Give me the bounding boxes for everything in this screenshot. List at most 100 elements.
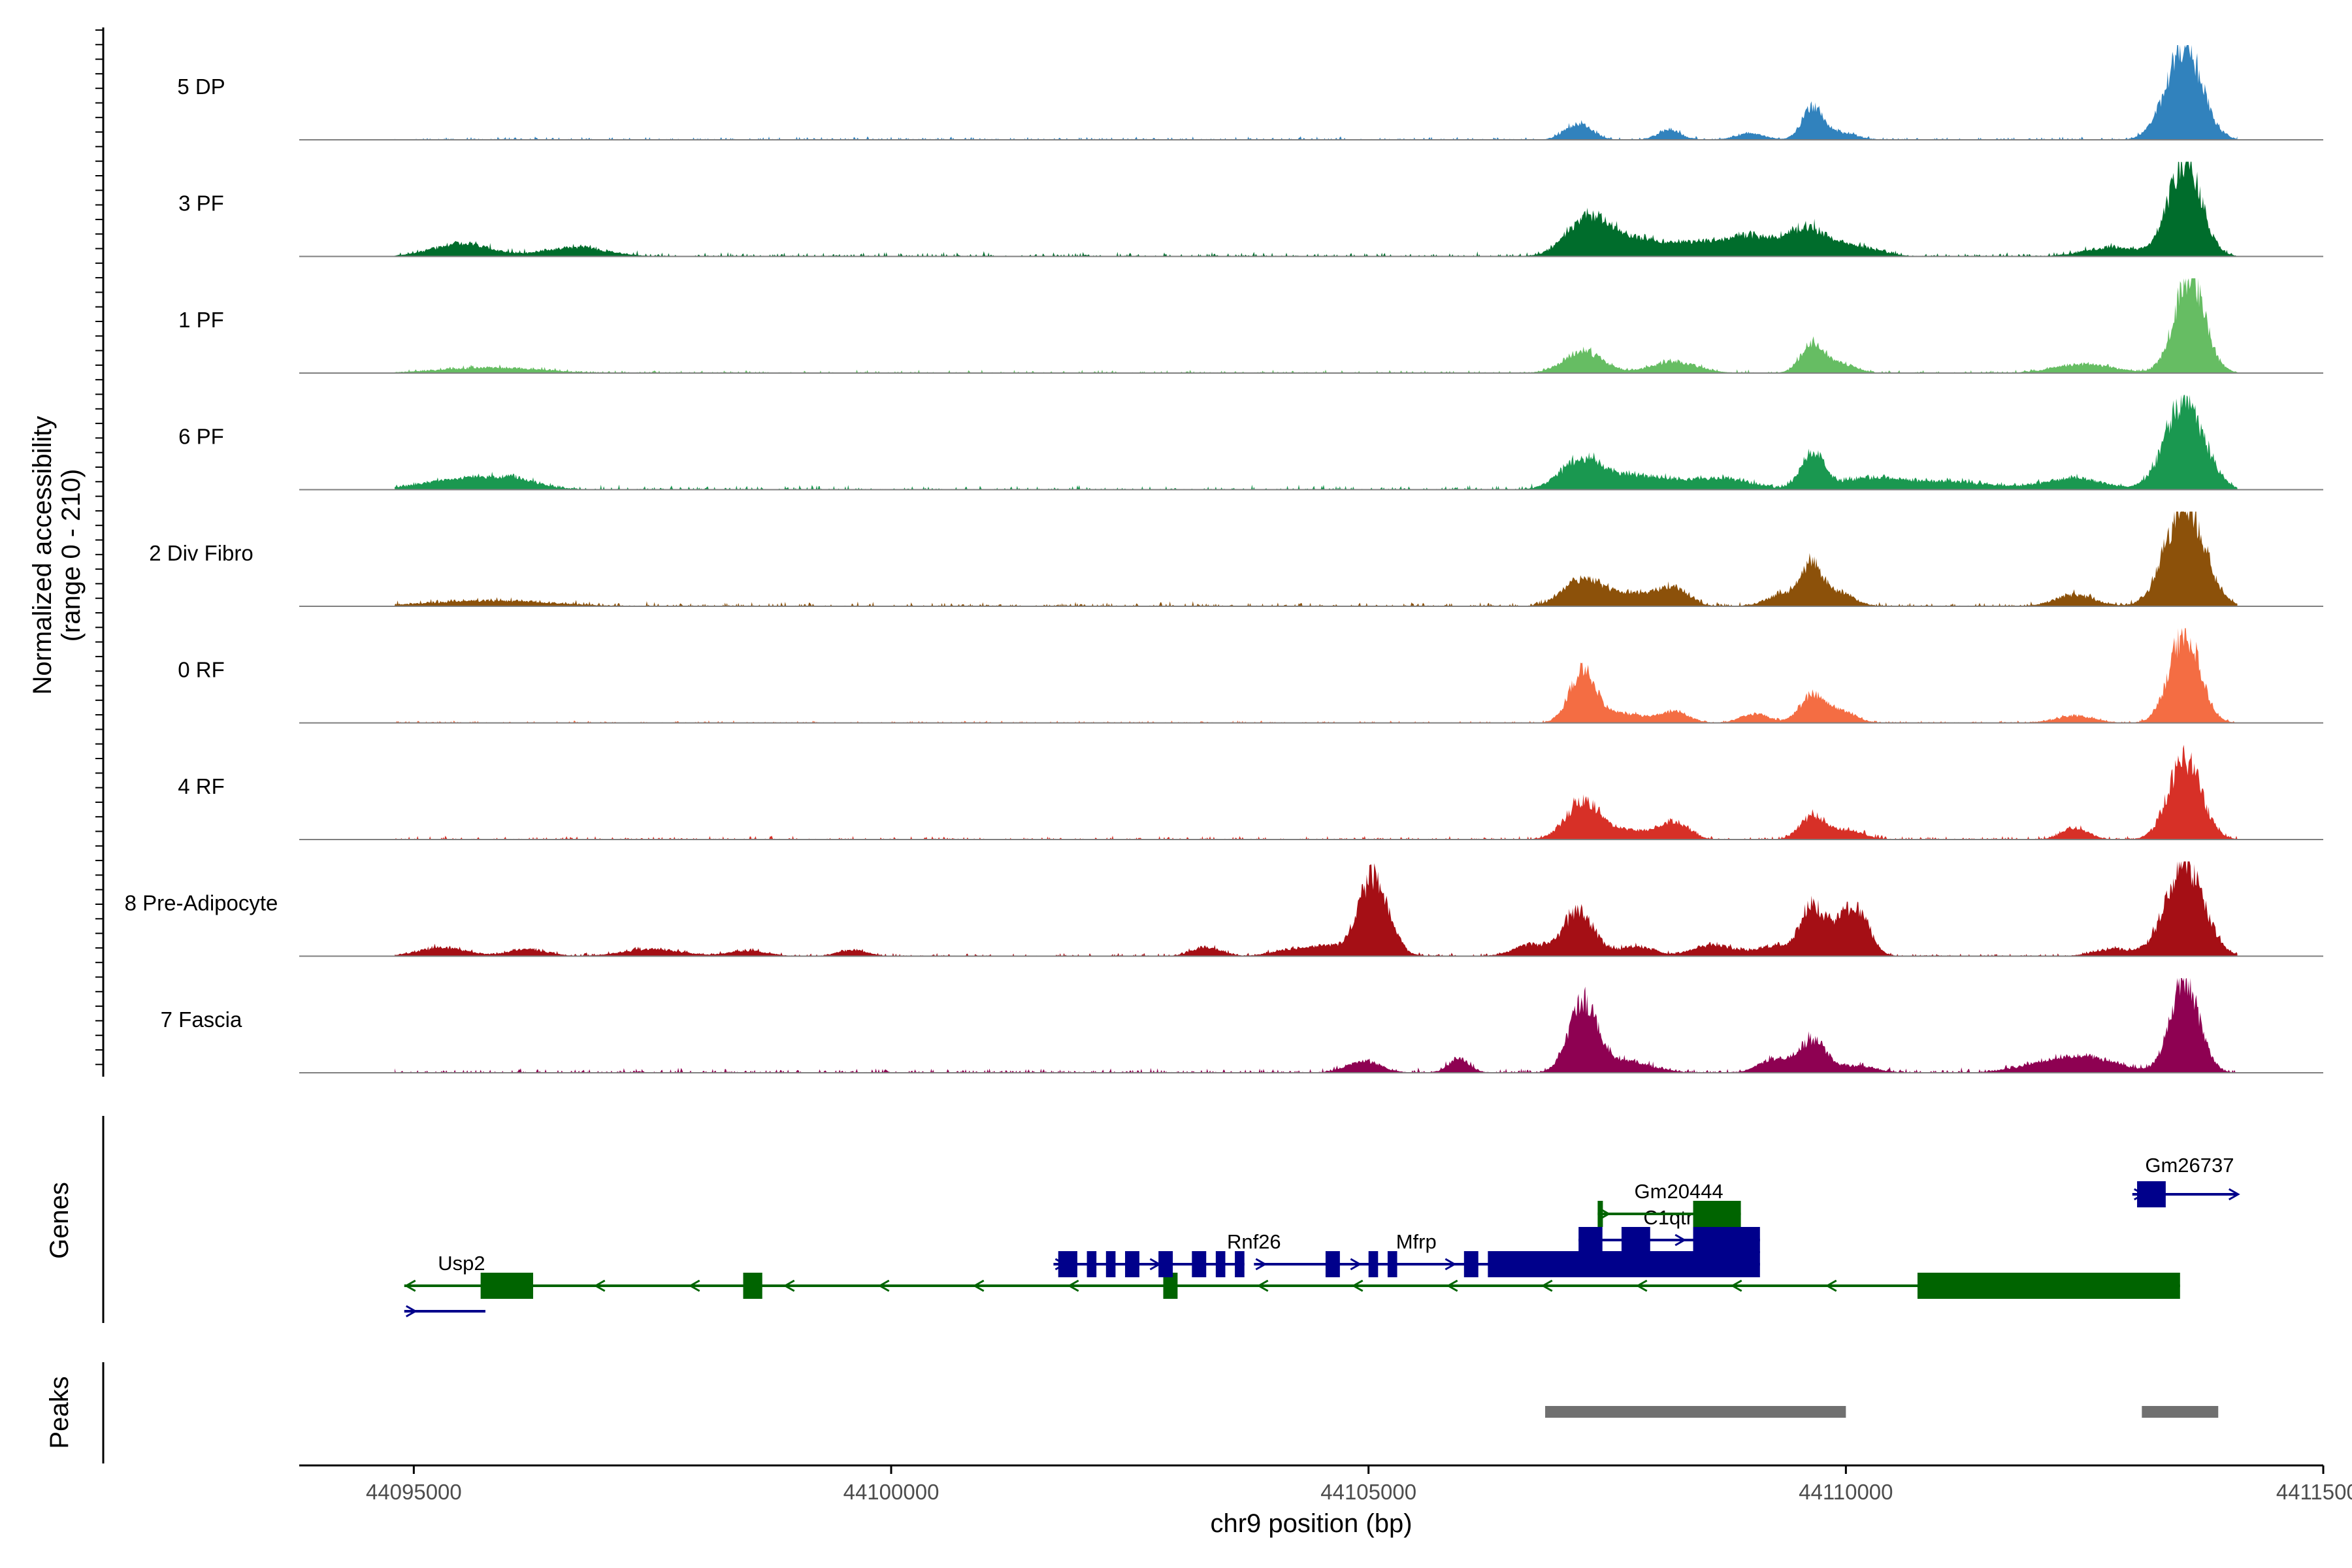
strand-arrow — [1730, 1279, 1742, 1292]
strand-arrow — [1674, 1233, 1687, 1247]
gene-exon — [1235, 1251, 1245, 1277]
gene-exon — [1105, 1251, 1116, 1277]
gene-exon — [1463, 1251, 1478, 1277]
track-2-div-fibro: 2 Div Fibro — [149, 512, 2323, 607]
track-6-pf: 6 PF — [178, 395, 2323, 491]
strand-arrow — [1256, 1279, 1269, 1292]
gene-exon — [1597, 1251, 1703, 1277]
track-signal — [395, 978, 2238, 1073]
gene-exon — [480, 1273, 534, 1299]
gene-gm20444: Gm20444 — [1597, 1180, 1741, 1227]
strand-arrow — [972, 1279, 985, 1292]
gene-exon — [1158, 1251, 1173, 1277]
strand-arrow — [1350, 1258, 1362, 1271]
x-axis-title: chr9 position (bp) — [1210, 1509, 1412, 1538]
x-tick-label: 44110000 — [1799, 1480, 1893, 1504]
strand-arrow — [404, 1279, 416, 1292]
gene-exon — [1215, 1251, 1226, 1277]
track-label: 7 Fascia — [161, 1007, 242, 1032]
gene-exon — [1488, 1251, 1608, 1277]
peaks-panel-title: Peaks — [45, 1376, 74, 1448]
strand-arrow — [1446, 1279, 1458, 1292]
gene-exon — [1693, 1251, 1760, 1277]
y-axis-title-line2: (range 0 - 210) — [57, 469, 86, 642]
peak-regions — [1545, 1406, 2219, 1418]
strand-arrow — [783, 1279, 795, 1292]
gene-label: Gm20444 — [1635, 1180, 1723, 1203]
track-signal — [395, 745, 2238, 840]
gene-exon — [743, 1273, 762, 1299]
strand-arrow — [593, 1279, 606, 1292]
strand-arrow — [1255, 1258, 1267, 1271]
gene-label: Mfrp — [1396, 1230, 1437, 1253]
peak-region — [2142, 1406, 2219, 1418]
track-4-rf: 4 RF — [178, 745, 2323, 840]
gene-exon — [1125, 1251, 1139, 1277]
gene-usp2 — [404, 1305, 485, 1318]
x-axis-ticks: 44095000 44100000 44105000 44110000 44115000 — [366, 1465, 2352, 1504]
strand-arrow — [1541, 1279, 1553, 1292]
gene-exon — [1597, 1201, 1603, 1227]
track-8-pre-adipocyte: 8 Pre-Adipocyte — [125, 861, 2323, 957]
track-label: 3 PF — [178, 191, 224, 216]
gene-exon — [1693, 1201, 1741, 1227]
track-5-dp: 5 DP — [177, 45, 2323, 140]
track-signal — [395, 45, 2238, 140]
track-3-pf: 3 PF — [178, 161, 2323, 257]
x-tick-label: 44115000 — [2276, 1480, 2352, 1504]
track-0-rf: 0 RF — [178, 628, 2323, 724]
track-signal — [395, 395, 2238, 490]
gene-label: Rnf26 — [1227, 1230, 1281, 1253]
gene-exon — [1387, 1251, 1397, 1277]
peak-region — [1545, 1406, 1846, 1418]
y-axis-title-line1: Normalized accessibility — [28, 416, 57, 695]
gene-exon — [1086, 1251, 1097, 1277]
track-label: 0 RF — [178, 658, 225, 682]
track-signal — [395, 161, 2238, 257]
x-tick-label: 44100000 — [843, 1480, 939, 1504]
track-signal — [395, 628, 2238, 723]
gene-label: Gm26737 — [2145, 1154, 2234, 1177]
track-label: 8 Pre-Adipocyte — [125, 891, 278, 915]
strand-arrow — [877, 1279, 890, 1292]
x-tick-label: 44095000 — [366, 1480, 462, 1504]
strand-arrow — [1445, 1258, 1457, 1271]
gene-c1qtnf5 — [1597, 1251, 1760, 1277]
y-axis-title: Normalized accessibility (range 0 - 210) — [28, 416, 86, 695]
coverage-y-ticks — [95, 29, 103, 1066]
gene-mfrp: Mfrp — [1254, 1230, 1608, 1277]
track-7-fascia: 7 Fascia — [161, 978, 2323, 1073]
strand-arrow — [1635, 1279, 1648, 1292]
gene-exon — [1368, 1251, 1379, 1277]
strand-arrow — [1825, 1279, 1837, 1292]
strand-arrow — [1067, 1279, 1079, 1292]
track-label: 5 DP — [177, 74, 225, 99]
track-label: 1 PF — [178, 308, 224, 332]
gene-usp2: Usp2 — [404, 1252, 2180, 1299]
gene-exon — [1917, 1273, 2180, 1299]
gene-exon — [1621, 1227, 1650, 1253]
track-signal — [395, 512, 2238, 606]
track-signal — [395, 278, 2238, 373]
strand-arrow — [2228, 1188, 2240, 1201]
gene-exon — [1163, 1273, 1178, 1299]
genes-panel-title: Genes — [45, 1182, 74, 1259]
track-label: 2 Div Fibro — [149, 541, 253, 565]
strand-arrow — [688, 1279, 700, 1292]
track-label: 6 PF — [178, 425, 224, 449]
gene-exon — [1325, 1251, 1340, 1277]
strand-arrow — [1351, 1279, 1364, 1292]
gene-exon — [1578, 1227, 1603, 1253]
strand-arrow — [406, 1305, 417, 1318]
gene-exon — [2137, 1181, 2166, 1207]
gene-gm26737: Gm26737 — [2132, 1154, 2240, 1207]
gene-exon — [1058, 1251, 1077, 1277]
track-label: 4 RF — [178, 774, 225, 798]
gene-exon — [1192, 1251, 1207, 1277]
track-1-pf: 1 PF — [178, 278, 2323, 374]
gene-label: Usp2 — [438, 1252, 485, 1275]
coverage-tracks: 5 DP 3 PF 1 PF 6 PF 2 Div Fibro 0 RF 4 RF 8 Pre… — [125, 45, 2323, 1073]
x-tick-label: 44105000 — [1320, 1480, 1416, 1504]
